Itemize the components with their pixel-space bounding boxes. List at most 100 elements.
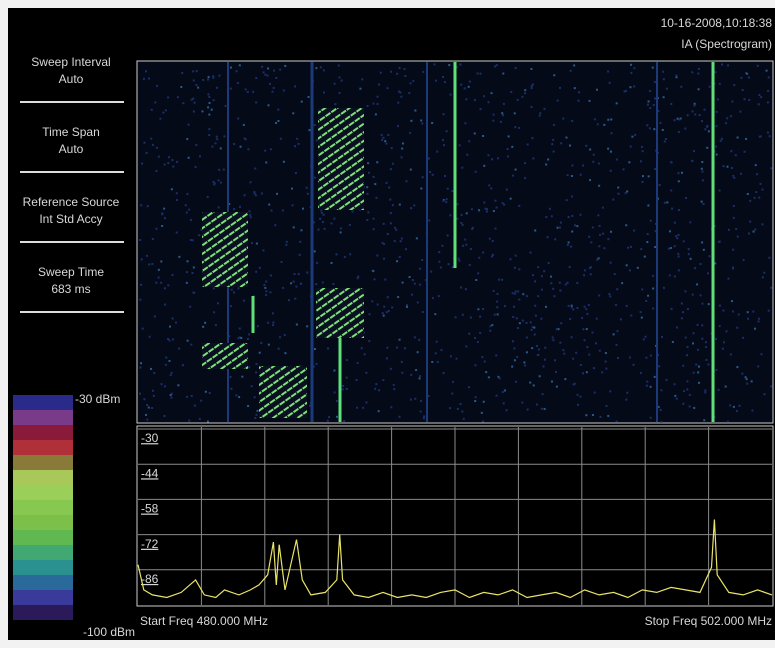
- noise-dot: [646, 381, 648, 383]
- noise-dot: [762, 189, 764, 191]
- noise-dot: [663, 287, 665, 289]
- noise-dot: [383, 243, 385, 245]
- scale-band: [13, 560, 73, 575]
- scale-top-label: -30 dBm: [75, 392, 120, 406]
- noise-dot: [240, 337, 242, 339]
- noise-dot: [553, 124, 555, 126]
- noise-dot: [486, 211, 488, 213]
- noise-dot: [530, 68, 532, 70]
- noise-dot: [585, 414, 587, 416]
- noise-dot: [241, 376, 243, 378]
- page: 10-16-2008,10:18:38 IA (Spectrogram) Swe…: [0, 0, 775, 648]
- noise-dot: [637, 267, 639, 269]
- noise-dot: [256, 243, 258, 245]
- noise-dot: [145, 70, 147, 72]
- noise-dot: [660, 409, 662, 411]
- noise-dot: [143, 398, 145, 400]
- noise-dot: [400, 96, 402, 98]
- noise-dot: [647, 204, 649, 206]
- noise-dot: [730, 150, 732, 152]
- noise-dot: [707, 272, 709, 274]
- noise-dot: [630, 72, 632, 74]
- noise-dot: [400, 240, 402, 242]
- noise-dot: [342, 385, 344, 387]
- noise-dot: [721, 63, 723, 65]
- noise-dot: [539, 115, 541, 117]
- noise-dot: [545, 306, 547, 308]
- noise-dot: [212, 77, 214, 79]
- noise-dot: [726, 166, 728, 168]
- noise-dot: [417, 301, 419, 303]
- noise-dot: [328, 416, 330, 418]
- noise-dot: [247, 338, 249, 340]
- noise-dot: [624, 90, 626, 92]
- noise-dot: [365, 401, 367, 403]
- noise-dot: [751, 380, 753, 382]
- noise-dot: [754, 328, 756, 330]
- noise-dot: [586, 313, 588, 315]
- noise-dot: [139, 299, 141, 301]
- noise-dot: [154, 101, 156, 103]
- noise-dot: [251, 385, 253, 387]
- noise-dot: [535, 315, 537, 317]
- noise-dot: [650, 355, 652, 357]
- noise-dot: [670, 190, 672, 192]
- noise-dot: [264, 287, 266, 289]
- noise-dot: [390, 368, 392, 370]
- noise-dot: [767, 131, 769, 133]
- noise-dot: [731, 167, 733, 169]
- noise-dot: [487, 154, 489, 156]
- noise-dot: [261, 66, 263, 68]
- noise-dot: [745, 376, 747, 378]
- noise-dot: [264, 74, 266, 76]
- noise-dot: [449, 214, 451, 216]
- noise-dot: [182, 102, 184, 104]
- noise-dot: [696, 283, 698, 285]
- noise-dot: [628, 161, 630, 163]
- noise-dot: [237, 117, 239, 119]
- noise-dot: [654, 168, 656, 170]
- noise-dot: [547, 236, 549, 238]
- noise-dot: [215, 324, 217, 326]
- noise-dot: [209, 102, 211, 104]
- noise-dot: [739, 111, 741, 113]
- noise-dot: [763, 393, 765, 395]
- noise-dot: [626, 305, 628, 307]
- noise-dot: [744, 151, 746, 153]
- noise-dot: [243, 124, 245, 126]
- noise-dot: [376, 254, 378, 256]
- noise-dot: [323, 214, 325, 216]
- noise-dot: [420, 188, 422, 190]
- noise-dot: [142, 328, 144, 330]
- noise-dot: [727, 278, 729, 280]
- noise-dot: [481, 412, 483, 414]
- noise-dot: [381, 134, 383, 136]
- noise-dot: [230, 376, 232, 378]
- noise-dot: [423, 417, 425, 419]
- noise-dot: [452, 266, 454, 268]
- noise-dot: [475, 279, 477, 281]
- noise-dot: [730, 353, 732, 355]
- noise-dot: [465, 98, 467, 100]
- noise-dot: [681, 302, 683, 304]
- noise-dot: [719, 325, 721, 327]
- noise-dot: [674, 395, 676, 397]
- noise-dot: [563, 353, 565, 355]
- noise-dot: [732, 175, 734, 177]
- noise-dot: [484, 361, 486, 363]
- noise-dot: [670, 247, 672, 249]
- noise-dot: [593, 154, 595, 156]
- noise-dot: [502, 202, 504, 204]
- noise-dot: [653, 128, 655, 130]
- noise-dot: [768, 310, 770, 312]
- noise-dot: [243, 300, 245, 302]
- noise-dot: [586, 346, 588, 348]
- noise-dot: [378, 410, 380, 412]
- noise-dot: [702, 179, 704, 181]
- noise-dot: [195, 144, 197, 146]
- noise-dot: [235, 394, 237, 396]
- noise-dot: [213, 287, 215, 289]
- noise-dot: [172, 166, 174, 168]
- noise-dot: [432, 174, 434, 176]
- noise-dot: [609, 390, 611, 392]
